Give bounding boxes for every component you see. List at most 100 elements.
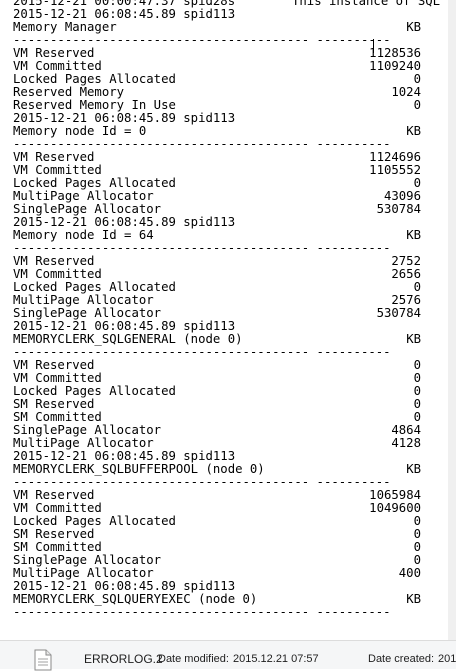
file-name: ERRORLOG.2: [84, 652, 163, 666]
log-line-value: 530784: [376, 306, 421, 320]
log-line-value: 2656: [391, 267, 421, 281]
file-details-bar: ERRORLOG.2 Date modified: 2015.12.21 07:…: [0, 640, 456, 671]
log-line-value: KB: [406, 124, 421, 138]
log-line: Locked Pages Allocated 0: [0, 515, 456, 528]
log-line: VM Reserved 1128536: [0, 47, 456, 60]
log-line: SinglePage Allocator 530784: [0, 307, 456, 320]
log-line: Memory node Id = 64 KB: [0, 229, 456, 242]
log-line: SinglePage Allocator 4864: [0, 424, 456, 437]
log-line-label: MEMORYCLERK_SQLGENERAL (node 0): [13, 332, 243, 346]
log-line-label: SM Committed: [13, 540, 102, 554]
log-line-value: 43096: [383, 189, 421, 203]
log-line-label: SinglePage Allocator: [13, 306, 162, 320]
log-line-value: KB: [406, 228, 421, 242]
log-line-label: 2015-12-21 06:08:45.89 spid113: [13, 111, 236, 125]
log-line-value: 0: [413, 280, 421, 294]
separator-text: ----------------------------------------…: [13, 137, 391, 151]
log-line-label: MultiPage Allocator: [13, 189, 154, 203]
log-line-label: Reserved Memory: [13, 85, 125, 99]
log-line-message: This instance of SQL: [292, 0, 441, 8]
log-line-label: Locked Pages Allocated: [13, 280, 176, 294]
log-line-label: MEMORYCLERK_SQLBUFFERPOOL (node 0): [13, 462, 265, 476]
log-line: Memory Manager KB: [0, 21, 456, 34]
log-line: SM Reserved 0: [0, 528, 456, 541]
log-line: VM Reserved 1065984: [0, 489, 456, 502]
date-created-label: Date created:: [368, 653, 435, 665]
log-line: 2015-12-21 06:08:45.89 spid113: [0, 112, 456, 125]
separator-text: ----------------------------------------…: [13, 475, 391, 489]
log-line-value: 1124696: [369, 150, 421, 164]
log-line: SinglePage Allocator 530784: [0, 203, 456, 216]
errorlog-text-view[interactable]: 2015-12-21 00:00:47.37 spid28s This insta…: [0, 0, 456, 640]
log-line: SinglePage Allocator 0: [0, 554, 456, 567]
log-line-value: 2752: [391, 254, 421, 268]
log-line-value: 4128: [391, 436, 421, 450]
log-line-value: 2576: [391, 293, 421, 307]
log-line-value: 0: [413, 397, 421, 411]
log-line-label: VM Committed: [13, 267, 102, 281]
vertical-scrollbar[interactable]: [448, 0, 456, 640]
log-line-label: VM Reserved: [13, 254, 95, 268]
log-line-value: 530784: [376, 202, 421, 216]
text-caret: [373, 39, 374, 53]
separator-text: ----------------------------------------…: [13, 33, 391, 47]
log-line: Locked Pages Allocated 0: [0, 177, 456, 190]
log-line-label: VM Committed: [13, 501, 102, 515]
log-line-label: Locked Pages Allocated: [13, 72, 176, 86]
text-file-icon: [34, 649, 52, 671]
log-line-label: SinglePage Allocator: [13, 423, 162, 437]
log-line-label: MultiPage Allocator: [13, 293, 154, 307]
log-line-value: KB: [406, 20, 421, 34]
log-line-value: 0: [413, 98, 421, 112]
log-line: MultiPage Allocator 400: [0, 567, 456, 580]
log-line-label: 2015-12-21 00:00:47.37 spid28s: [13, 0, 236, 8]
log-line-value: 0: [413, 176, 421, 190]
log-line: VM Committed 1049600: [0, 502, 456, 515]
log-line-label: VM Committed: [13, 163, 102, 177]
log-line: 2015-12-21 06:08:45.89 spid113: [0, 320, 456, 333]
log-line-value: 4864: [391, 423, 421, 437]
log-line: VM Committed 1105552: [0, 164, 456, 177]
log-line: MEMORYCLERK_SQLQUERYEXEC (node 0) KB: [0, 593, 456, 606]
log-separator: ----------------------------------------…: [0, 34, 456, 47]
log-line: MultiPage Allocator 2576: [0, 294, 456, 307]
log-line-value: 0: [413, 371, 421, 385]
date-modified-value: 2015.12.21 07:57: [233, 653, 319, 665]
separator-text: ----------------------------------------…: [13, 345, 391, 359]
log-line-label: Locked Pages Allocated: [13, 176, 176, 190]
log-separator: ----------------------------------------…: [0, 242, 456, 255]
log-line: 2015-12-21 06:08:45.89 spid113: [0, 580, 456, 593]
log-line-value: 1105552: [369, 163, 421, 177]
log-line: SM Committed 0: [0, 411, 456, 424]
log-line: Reserved Memory 1024: [0, 86, 456, 99]
log-line: VM Committed 1109240: [0, 60, 456, 73]
log-line: MultiPage Allocator 4128: [0, 437, 456, 450]
log-line-value: 0: [413, 514, 421, 528]
log-line-label: Memory Manager: [13, 20, 117, 34]
log-line: Locked Pages Allocated 0: [0, 385, 456, 398]
log-separator: ----------------------------------------…: [0, 346, 456, 359]
log-separator: ----------------------------------------…: [0, 606, 456, 619]
log-line-label: Reserved Memory In Use: [13, 98, 176, 112]
log-line: VM Committed 2656: [0, 268, 456, 281]
log-line-label: VM Reserved: [13, 488, 95, 502]
log-line: Locked Pages Allocated 0: [0, 73, 456, 86]
log-line-label: SM Reserved: [13, 527, 95, 541]
log-line: MultiPage Allocator 43096: [0, 190, 456, 203]
log-line-value: 0: [413, 527, 421, 541]
log-line-label: VM Reserved: [13, 358, 95, 372]
log-line-label: Locked Pages Allocated: [13, 384, 176, 398]
log-line-value: 0: [413, 358, 421, 372]
log-line: Memory node Id = 0 KB: [0, 125, 456, 138]
log-line: SM Committed 0: [0, 541, 456, 554]
log-line: MEMORYCLERK_SQLBUFFERPOOL (node 0) KB: [0, 463, 456, 476]
log-line-label: SM Reserved: [13, 397, 95, 411]
log-line: 2015-12-21 06:08:45.89 spid113: [0, 8, 456, 21]
log-line-label: VM Reserved: [13, 46, 95, 60]
log-line-label: 2015-12-21 06:08:45.89 spid113: [13, 579, 236, 593]
log-line: VM Reserved 0: [0, 359, 456, 372]
log-line-value: KB: [406, 592, 421, 606]
log-line-label: VM Committed: [13, 59, 102, 73]
log-line-label: SinglePage Allocator: [13, 553, 162, 567]
log-line-label: 2015-12-21 06:08:45.89 spid113: [13, 215, 236, 229]
